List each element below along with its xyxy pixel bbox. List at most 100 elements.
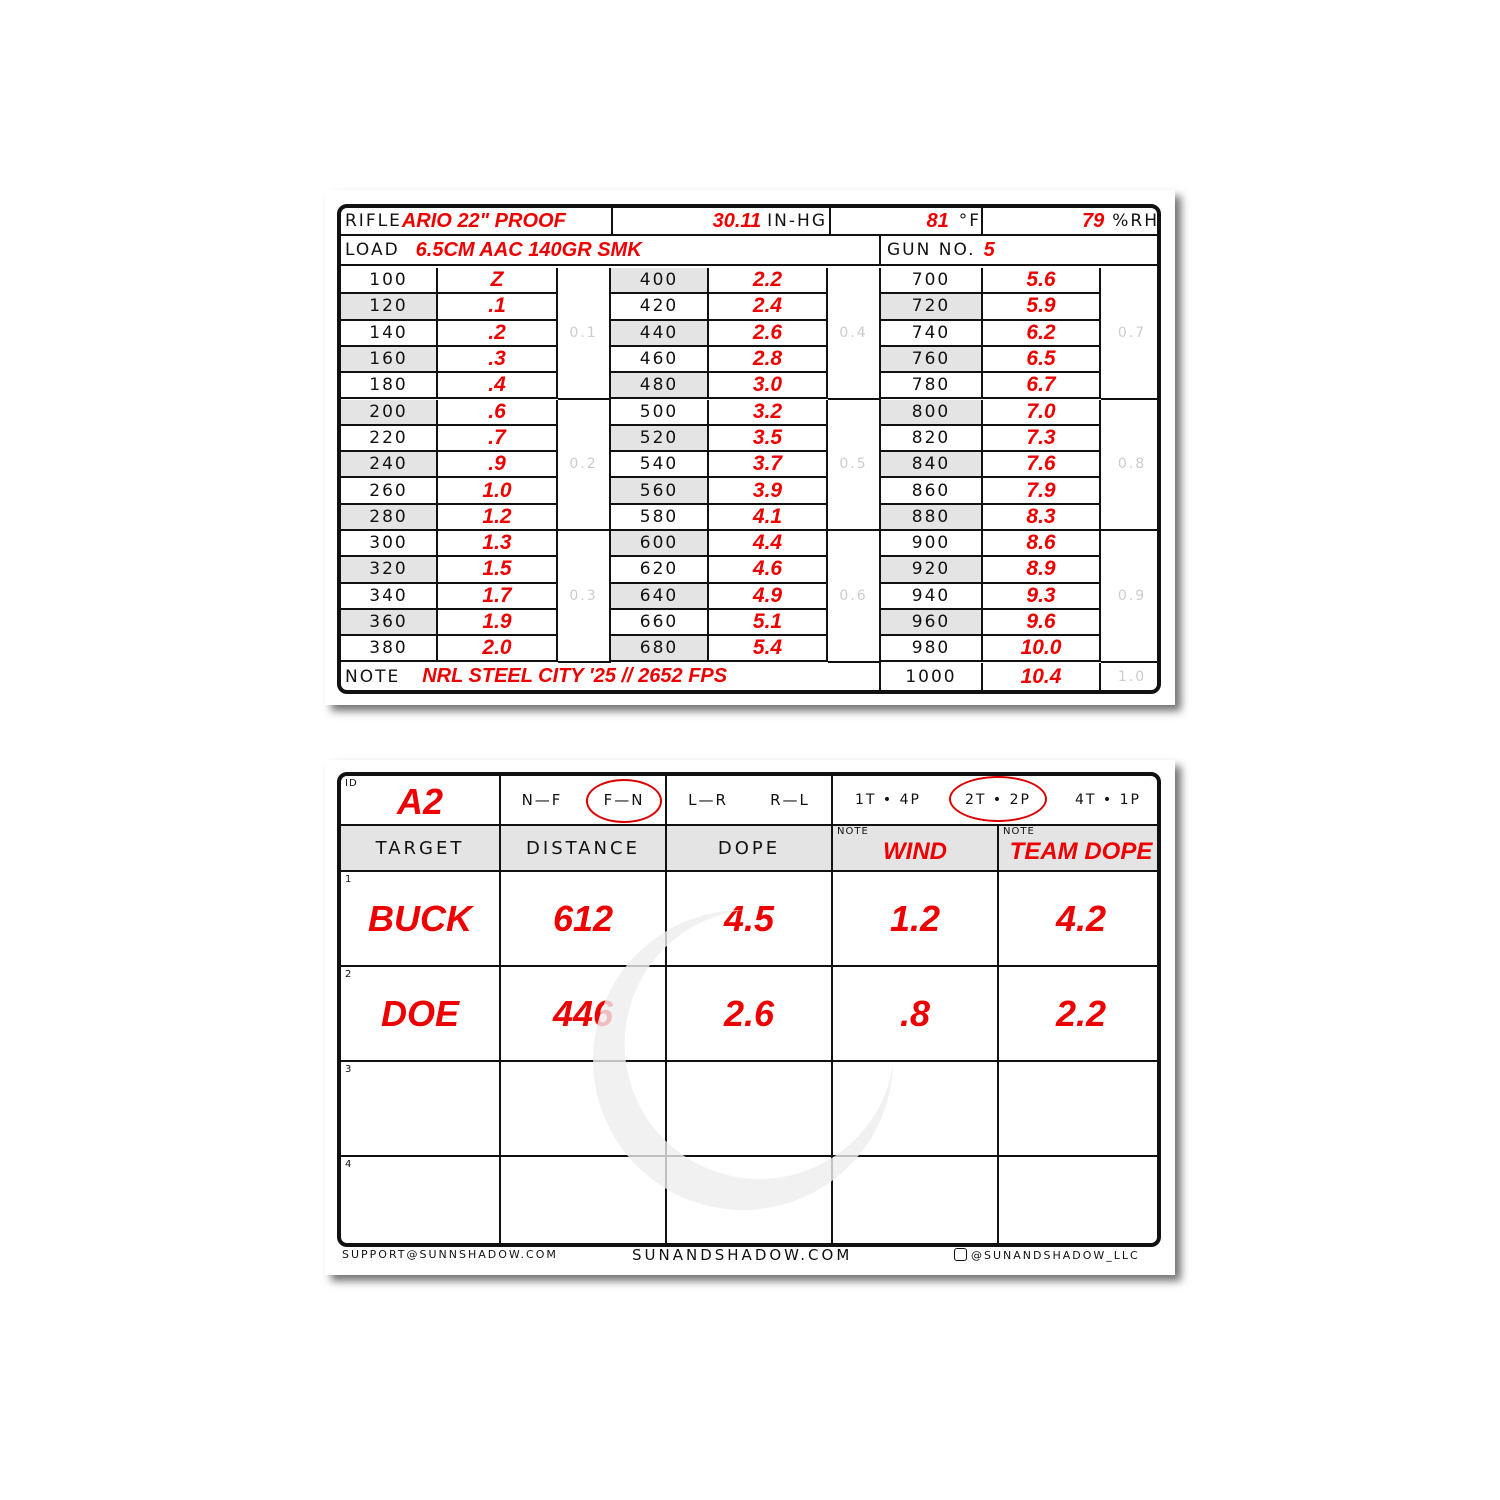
dope-table: RIFLE ARIO 22" PROOF 30.11 IN-HG 81 °F 79 %RH LO… [337,204,1161,694]
gun-value: 5 [983,238,995,261]
stage-cell[interactable] [833,1157,999,1243]
header-distance: DISTANCE [501,826,667,872]
stage-cell[interactable]: 4 [341,1157,501,1243]
dope-cell: 9.3 [983,583,1101,610]
dope-cell: 7.0 [983,399,1101,426]
range-cell: 560 [611,478,709,505]
stage-cell[interactable]: 4.2 [999,872,1157,967]
range-cell: 720 [881,294,983,321]
pressure-unit: IN-HG [767,211,827,231]
dope-cell: 9.6 [983,609,1101,637]
range-cell: 980 [881,636,983,663]
dope-cell: 2.4 [709,294,828,321]
note-cell: NOTE NRL STEEL CITY '25 // 2652 FPS [341,662,881,690]
format-option[interactable]: 2T • 2P [949,776,1047,822]
cell-value: 4.5 [723,897,775,939]
stage-cell[interactable] [833,1062,999,1157]
temp-value: 81 [926,209,949,232]
rifle-cell: RIFLE ARIO 22" PROOF [341,208,613,236]
range-cell: 300 [341,531,438,558]
range-cell: 760 [881,346,983,374]
dope-cell: 1.2 [438,504,558,531]
stage-cell[interactable]: 3 [341,1062,501,1157]
stage-cell[interactable]: 2 DOE [341,967,501,1062]
dope-cell: 10.0 [983,636,1101,663]
cell-value: .8 [899,992,931,1034]
dope-cell: 4.4 [709,531,828,558]
format-option[interactable]: 4T • 1P [1075,792,1141,808]
dope-cell: 2.6 [709,320,828,347]
stage-cell[interactable]: 612 [501,872,667,967]
range-cell: 400 [611,268,709,295]
mil-cell: 0.4 [828,268,881,400]
dope-cell: 4.6 [709,557,828,584]
range-cell: 780 [881,373,983,400]
mil-cell: 1.0 [1101,663,1157,691]
mil-cell: 0.1 [558,268,611,400]
id-cell: ID A2 [341,776,501,826]
range-cell: 260 [341,478,438,505]
selection-circle [949,776,1047,822]
range-cell: 640 [611,583,709,610]
range-cell: 860 [881,478,983,505]
rifle-value: ARIO 22" PROOF [401,209,566,232]
footer-instagram: @SUNANDSHADOW_LLC [954,1248,1140,1262]
range-cell: 140 [341,320,438,347]
pressure-cell: 30.11 IN-HG [613,208,831,236]
direction-option[interactable]: N—F [521,791,563,809]
mil-cell: 0.3 [558,531,611,663]
range-cell: 800 [881,399,983,426]
mil-cell: 0.9 [1101,531,1157,663]
range-cell: 280 [341,504,438,531]
format-option[interactable]: 1T • 4P [855,792,921,808]
range-cell: 740 [881,320,983,347]
stage-cell[interactable] [999,1062,1157,1157]
dope-cell: 5.6 [983,268,1101,295]
load-label: LOAD [345,240,400,260]
stage-cell[interactable] [501,1157,667,1243]
humidity-unit: %RH [1112,211,1159,231]
range-cell: 100 [341,268,438,295]
stage-cell[interactable] [999,1157,1157,1243]
range-cell: 960 [881,609,983,637]
direction-option[interactable]: L—R [688,791,728,809]
dope-cell: 5.4 [709,636,828,663]
dope-cell: 10.4 [983,662,1101,690]
dope-cell: 2.0 [438,636,558,663]
stage-cell[interactable]: .8 [833,967,999,1062]
dope-cell: 7.9 [983,478,1101,505]
range-cell: 820 [881,425,983,453]
stage-cell[interactable]: 2.6 [667,967,833,1062]
direction-option[interactable]: R—L [770,791,810,809]
note-label: NOTE [345,666,401,687]
dope-cell: 8.6 [983,531,1101,558]
stage-cell[interactable]: 4.5 [667,872,833,967]
range-cell: 440 [611,320,709,347]
dope-cell: 3.7 [709,452,828,479]
dope-cell: 6.7 [983,373,1101,400]
cell-value: 612 [552,897,614,939]
stage-cell[interactable]: 1 BUCK [341,872,501,967]
header-note: NOTE TEAM DOPE [999,826,1157,872]
note-label: NOTE [1003,826,1035,837]
stage-cell[interactable] [501,1062,667,1157]
mil-cell: 0.7 [1101,268,1157,400]
direction-option[interactable]: F—N [585,779,663,823]
stage-cell[interactable]: 1.2 [833,872,999,967]
selection-circle [585,779,663,823]
format-cell: 1T • 4P 2T • 2P 4T • 1P [833,776,1157,826]
dope-cell: .9 [438,452,558,479]
cell-value: DOE [380,992,459,1034]
load-cell: LOAD 6.5CM AAC 140GR SMK [341,236,881,266]
watermark-moon-icon [593,910,893,1210]
humidity-value: 79 [1082,209,1105,232]
range-cell: 520 [611,425,709,453]
stage-cell[interactable] [667,1062,833,1157]
range-cell: 480 [611,373,709,400]
dope-cell: 1.0 [438,478,558,505]
dope-cell: 3.5 [709,425,828,453]
stage-cell[interactable] [667,1157,833,1243]
stage-cell[interactable]: 2.2 [999,967,1157,1062]
row-number: 2 [345,969,353,980]
gun-cell: GUN NO. 5 [881,236,1157,266]
